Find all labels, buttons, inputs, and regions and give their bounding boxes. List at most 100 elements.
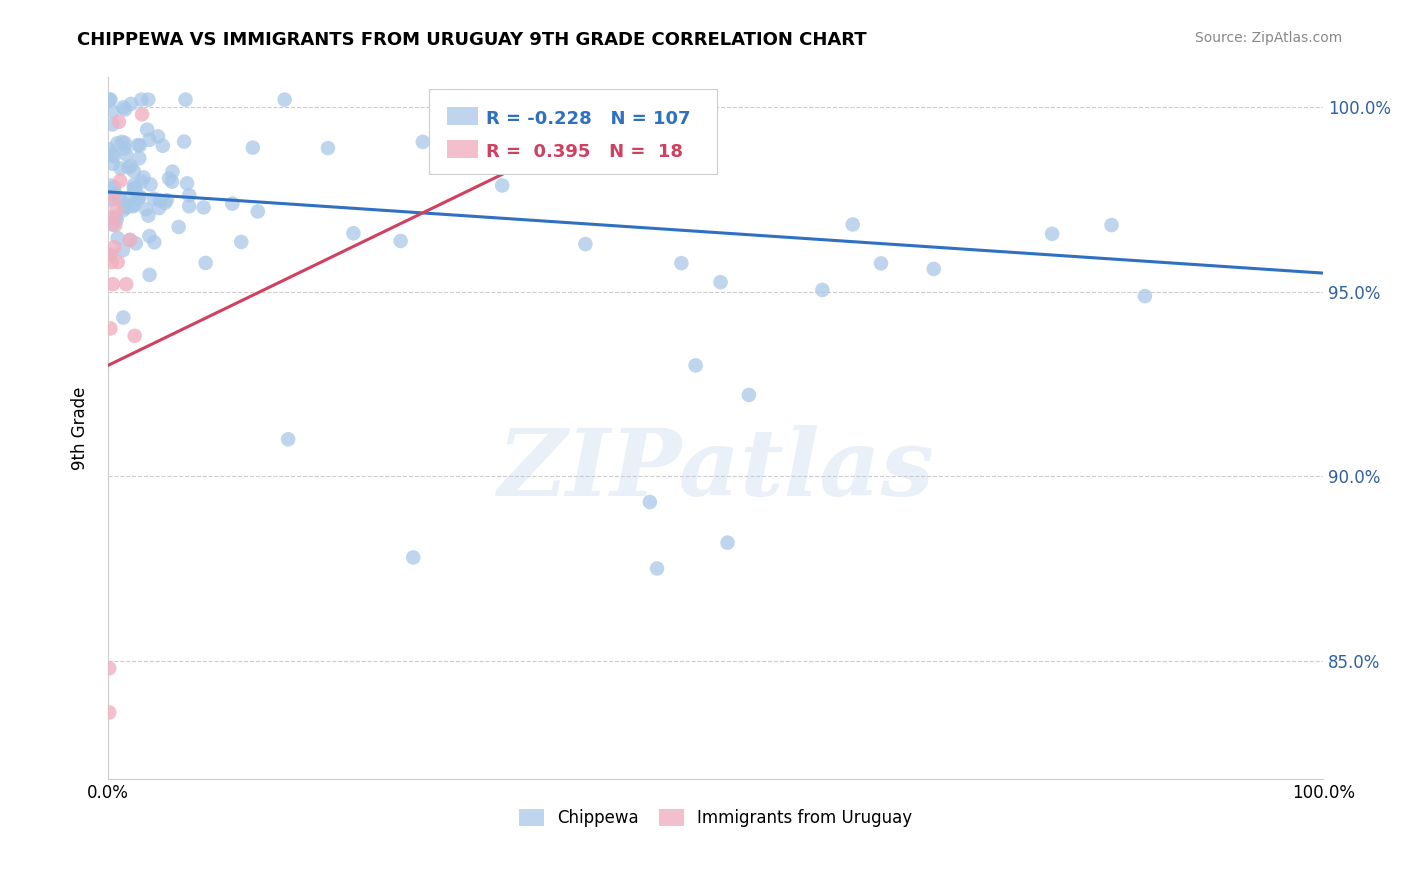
Point — [100, 93, 122, 107]
Point — [221, 196, 243, 211]
Point — [105, 203, 128, 218]
Point — [103, 180, 125, 194]
Point — [685, 359, 707, 373]
Point — [101, 277, 124, 292]
Point — [174, 93, 197, 107]
Point — [115, 200, 138, 214]
Point — [101, 147, 124, 161]
Point — [112, 142, 135, 156]
Point — [638, 495, 661, 509]
Point — [105, 211, 128, 225]
Point — [716, 535, 738, 549]
Point — [156, 193, 179, 207]
Text: CHIPPEWA VS IMMIGRANTS FROM URUGUAY 9TH GRADE CORRELATION CHART: CHIPPEWA VS IMMIGRANTS FROM URUGUAY 9TH … — [77, 31, 868, 49]
Point — [118, 190, 141, 204]
Point — [1133, 289, 1156, 303]
Point — [112, 100, 135, 114]
Point — [98, 93, 121, 107]
Point — [128, 189, 150, 203]
Point — [136, 122, 159, 136]
Point — [108, 114, 131, 128]
Point — [108, 192, 131, 206]
Point — [277, 432, 299, 446]
Point — [105, 136, 128, 151]
Text: R = -0.228   N = 107: R = -0.228 N = 107 — [486, 110, 690, 128]
Point — [100, 211, 122, 225]
Point — [645, 561, 668, 575]
Legend: Chippewa, Immigrants from Uruguay: Chippewa, Immigrants from Uruguay — [512, 802, 920, 834]
Point — [118, 233, 141, 247]
Point — [157, 171, 180, 186]
Point — [138, 133, 160, 147]
Point — [107, 231, 129, 245]
Point — [389, 234, 412, 248]
Point — [101, 118, 124, 132]
Point — [671, 256, 693, 270]
Point — [115, 277, 138, 292]
Point — [100, 321, 122, 335]
Point — [173, 135, 195, 149]
Point — [922, 262, 945, 277]
Point — [138, 209, 160, 223]
Point — [179, 199, 201, 213]
Point — [103, 192, 125, 206]
Point — [1040, 227, 1063, 241]
Point — [125, 236, 148, 251]
Point — [122, 199, 145, 213]
Point — [100, 255, 122, 269]
Point — [111, 135, 134, 149]
Point — [193, 201, 215, 215]
Point — [98, 706, 121, 720]
Point — [179, 188, 201, 202]
Point — [402, 550, 425, 565]
Point — [160, 175, 183, 189]
Point — [242, 140, 264, 154]
Point — [105, 213, 128, 227]
Point — [131, 175, 153, 189]
Point — [246, 204, 269, 219]
Point — [114, 103, 136, 117]
Point — [124, 329, 146, 343]
Point — [128, 191, 150, 205]
Point — [101, 157, 124, 171]
Point — [127, 138, 149, 153]
Point — [117, 161, 139, 175]
Point — [98, 661, 121, 675]
Point — [149, 194, 172, 208]
Point — [98, 193, 121, 207]
Text: Source: ZipAtlas.com: Source: ZipAtlas.com — [1195, 31, 1343, 45]
Point — [146, 129, 169, 144]
Point — [114, 200, 136, 214]
Point — [316, 141, 339, 155]
Point — [194, 256, 217, 270]
Point — [128, 151, 150, 165]
Point — [138, 268, 160, 282]
Point — [139, 178, 162, 192]
Point — [104, 186, 127, 201]
Point — [110, 161, 132, 176]
Text: ZIPatlas: ZIPatlas — [498, 425, 934, 516]
Point — [122, 181, 145, 195]
Point — [101, 218, 124, 232]
Point — [122, 164, 145, 178]
Point — [131, 107, 153, 121]
Point — [104, 218, 127, 232]
Point — [124, 198, 146, 212]
Point — [138, 229, 160, 244]
Point — [100, 247, 122, 261]
Point — [842, 218, 865, 232]
Point — [273, 93, 295, 107]
Point — [108, 174, 131, 188]
Point — [118, 233, 141, 247]
Point — [103, 149, 125, 163]
Point — [148, 201, 170, 215]
Text: R =  0.395   N =  18: R = 0.395 N = 18 — [486, 143, 683, 161]
Point — [143, 235, 166, 250]
Point — [114, 196, 136, 211]
Point — [131, 93, 153, 107]
Point — [870, 256, 893, 270]
Point — [124, 181, 146, 195]
Point — [114, 136, 136, 150]
Point — [176, 177, 198, 191]
Point — [491, 178, 513, 193]
